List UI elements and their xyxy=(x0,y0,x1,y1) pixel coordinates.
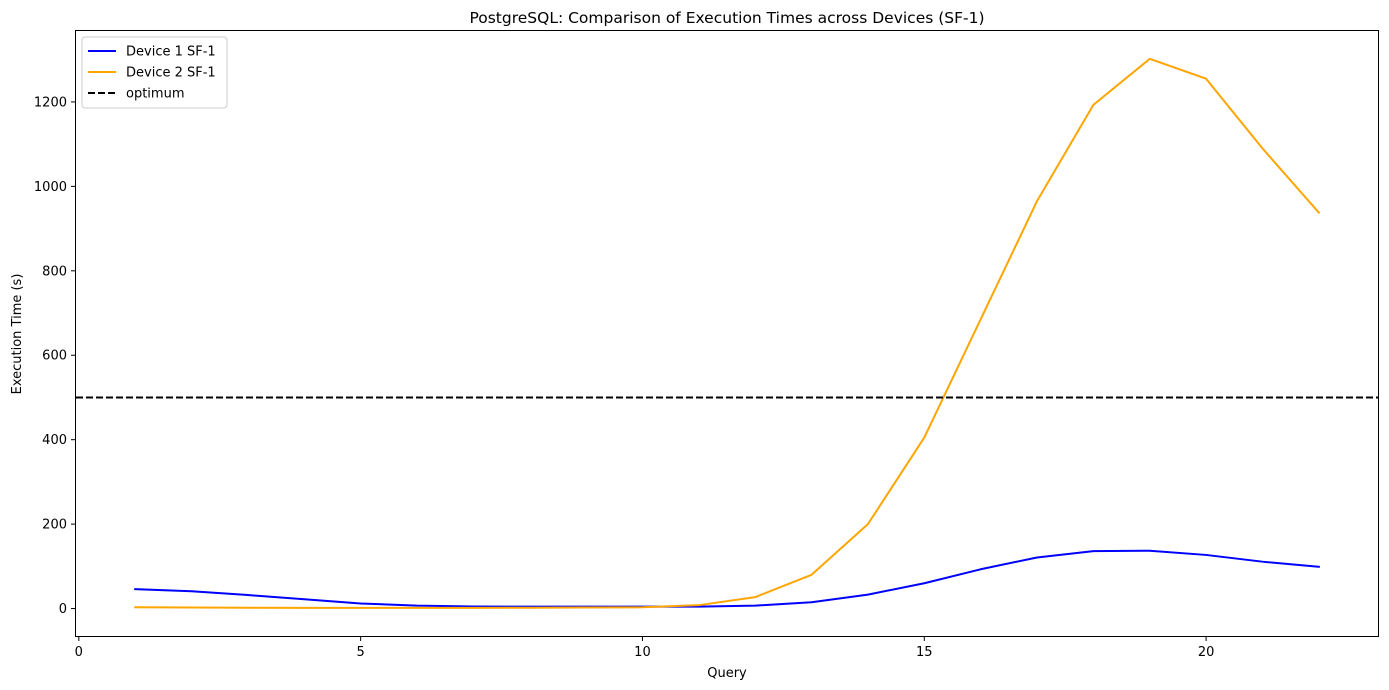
plot-frame xyxy=(75,30,1379,637)
y-tick-label: 800 xyxy=(42,264,67,279)
x-tick-label: 20 xyxy=(1198,645,1215,660)
y-tick-label: 1000 xyxy=(34,180,67,195)
legend-label-2: Device 2 SF-1 xyxy=(126,66,216,81)
legend: Device 1 SF-1 Device 2 SF-1 optimum xyxy=(81,36,228,109)
x-tick-label: 0 xyxy=(75,645,83,660)
y-tick-label: 200 xyxy=(42,518,67,533)
x-axis-title: Query xyxy=(707,666,747,681)
legend-label-1: Device 1 SF-1 xyxy=(126,45,216,60)
plot-area xyxy=(76,57,1378,609)
y-axis-title: Execution Time (s) xyxy=(10,274,25,395)
x-tick-label: 15 xyxy=(916,645,933,660)
x-tick-label: 10 xyxy=(634,645,651,660)
x-tick-label: 5 xyxy=(356,645,364,660)
legend-box xyxy=(81,36,228,109)
legend-label-3: optimum xyxy=(126,87,184,102)
series-line-2 xyxy=(134,57,1321,609)
chart-title: PostgreSQL: Comparison of Execution Time… xyxy=(469,9,984,27)
series-line-1 xyxy=(134,549,1320,608)
y-tick-label: 1200 xyxy=(34,95,67,110)
y-tick-label: 400 xyxy=(42,433,67,448)
y-tick-label: 600 xyxy=(42,349,67,364)
y-tick-label: 0 xyxy=(59,602,67,617)
